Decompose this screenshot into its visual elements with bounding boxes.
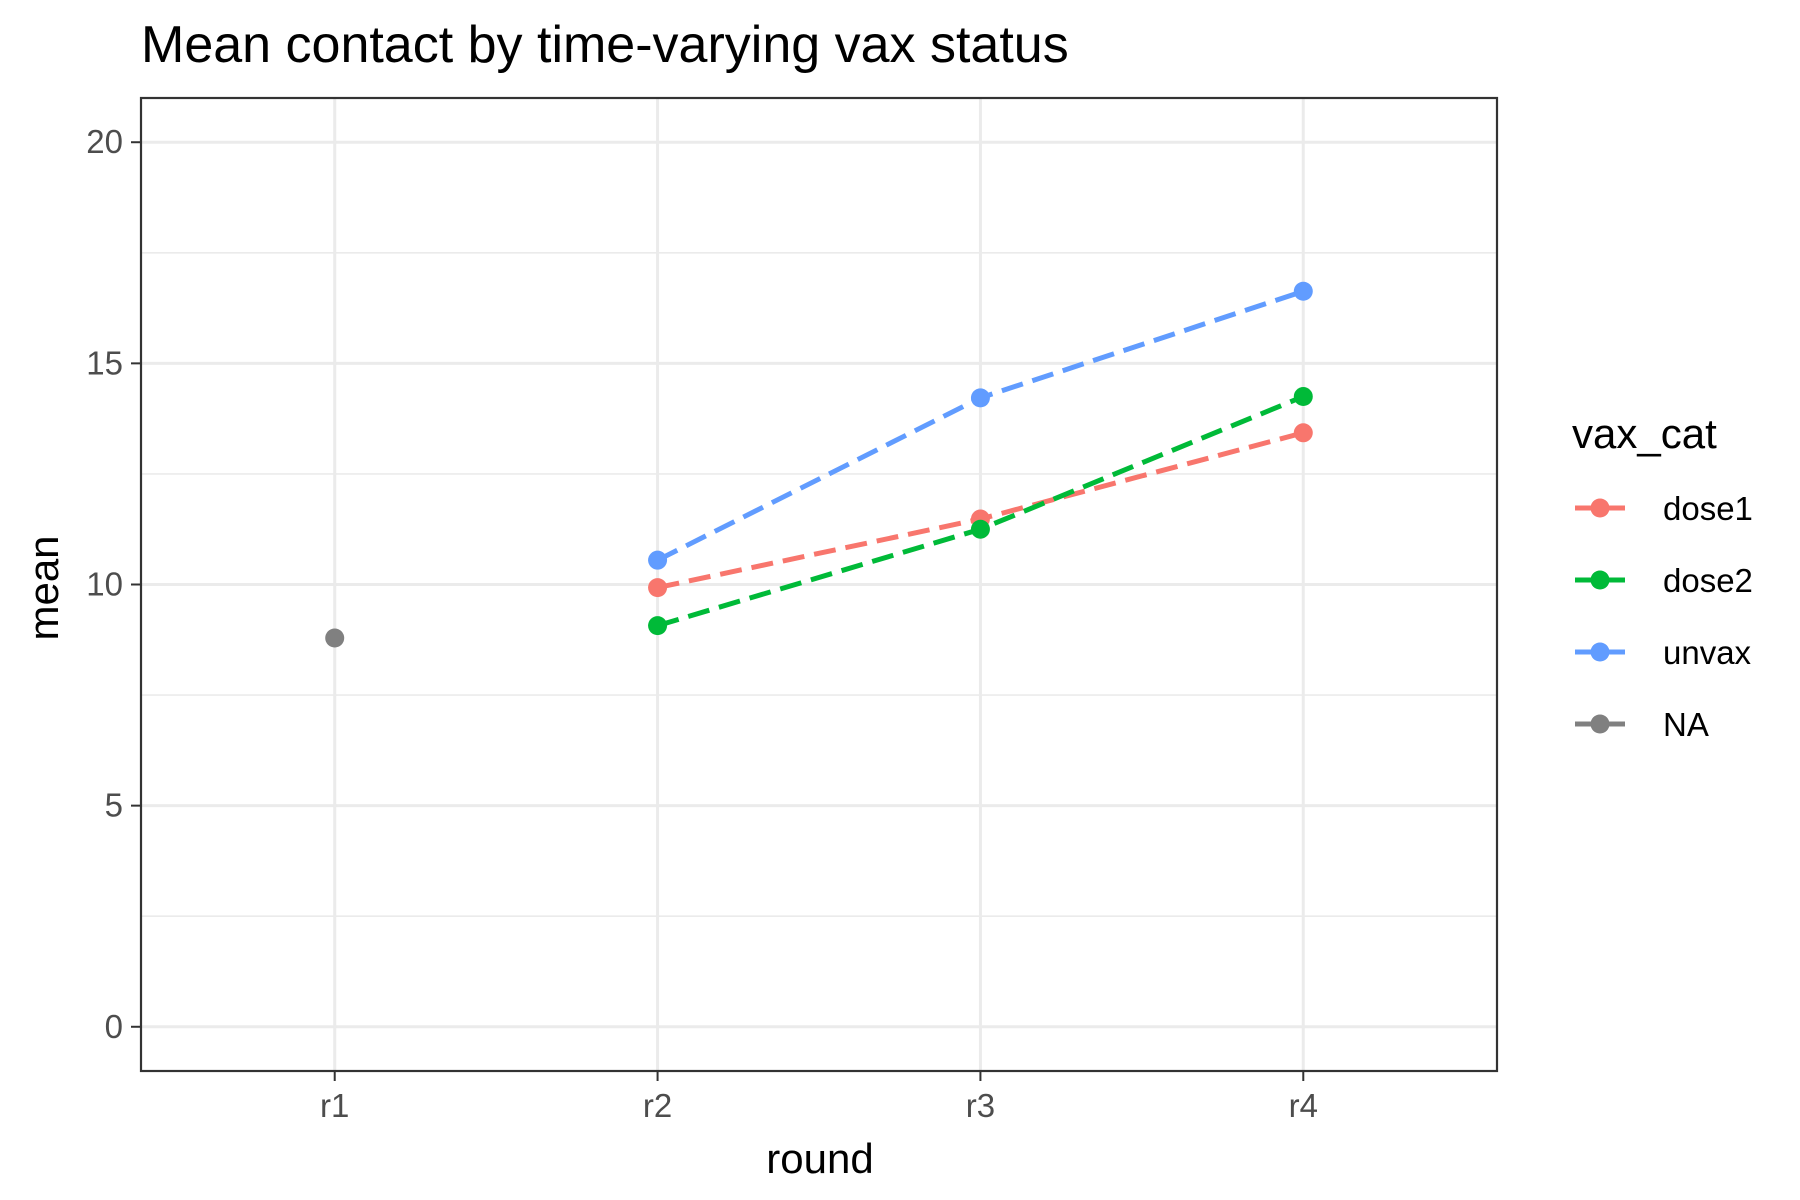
legend-title: vax_cat <box>1572 410 1717 457</box>
legend-item-dose1: dose1 <box>1575 490 1753 527</box>
x-tick-label: r4 <box>1289 1087 1318 1124</box>
x-axis-title: round <box>766 1135 873 1182</box>
y-axis-title: mean <box>20 535 67 640</box>
data-point-na <box>325 628 345 648</box>
legend-label: dose1 <box>1663 490 1753 527</box>
data-point-dose2 <box>970 519 990 539</box>
x-tick-label: r1 <box>320 1087 349 1124</box>
data-point-dose2 <box>1293 387 1313 407</box>
y-tick-label: 0 <box>105 1008 123 1045</box>
data-point-dose2 <box>648 616 668 636</box>
legend-item-unvax: unvax <box>1575 634 1752 671</box>
x-tick-label: r3 <box>966 1087 995 1124</box>
plot-area: 0 5 10 15 20 r1 r2 r3 r4 <box>86 96 1499 1124</box>
data-point-unvax <box>970 388 990 408</box>
data-point-dose1 <box>648 578 668 598</box>
data-point-dose1 <box>1293 423 1313 443</box>
chart-title: Mean contact by time-varying vax status <box>141 16 1069 74</box>
data-point-unvax <box>648 550 668 570</box>
legend-key-point <box>1590 498 1610 518</box>
legend-label: NA <box>1663 706 1709 743</box>
legend-label: unvax <box>1663 634 1752 671</box>
legend-item-dose2: dose2 <box>1575 562 1753 599</box>
plot-panel-border <box>139 96 1499 1073</box>
x-tick-label: r2 <box>643 1087 672 1124</box>
legend-item-na: NA <box>1575 706 1709 743</box>
legend-key-point <box>1590 714 1610 734</box>
y-tick-label: 5 <box>105 787 123 824</box>
y-tick-label: 20 <box>86 123 123 160</box>
legend: vax_cat dose1 dose2 unvax NA <box>1572 410 1753 743</box>
y-tick-label: 15 <box>86 344 123 381</box>
legend-label: dose2 <box>1663 562 1753 599</box>
y-tick-label: 10 <box>86 566 123 603</box>
data-point-unvax <box>1293 281 1313 301</box>
legend-key-point <box>1590 570 1610 590</box>
legend-key-point <box>1590 642 1610 662</box>
